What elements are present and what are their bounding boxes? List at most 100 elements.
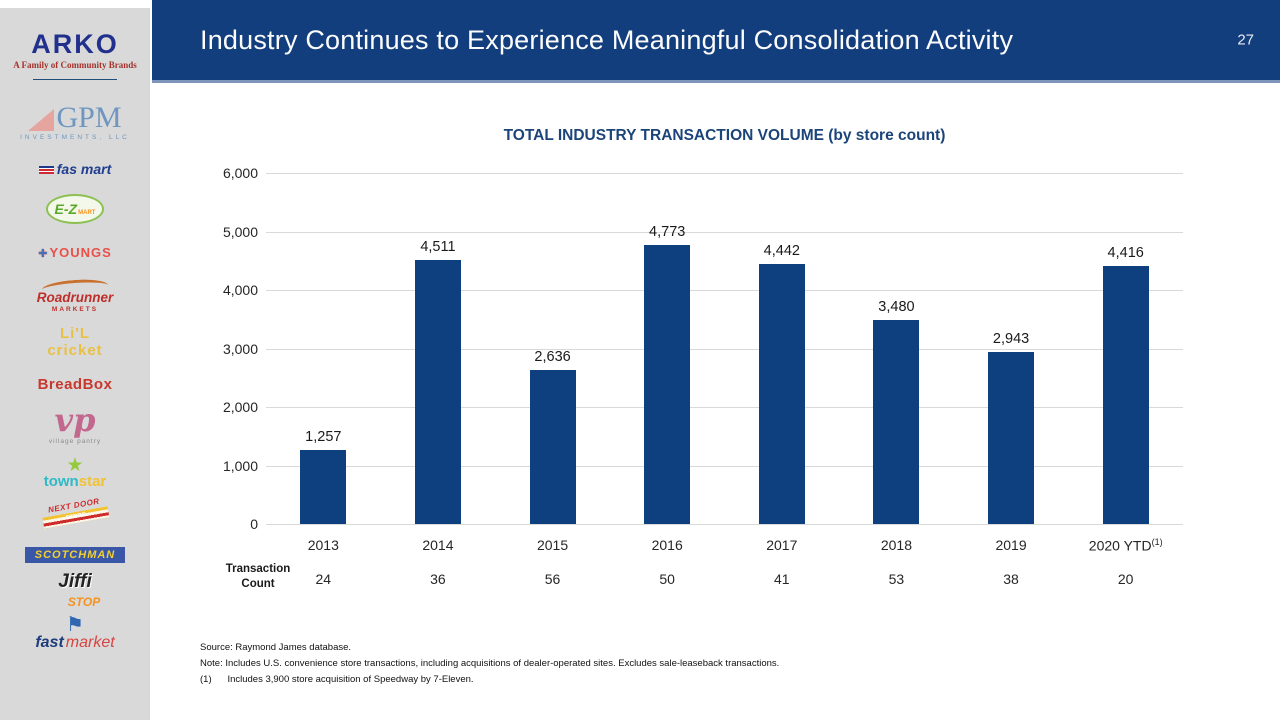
y-axis-tick-label: 1,000 <box>222 457 258 474</box>
gridline <box>266 231 1183 233</box>
x-axis-label-2020 YTD: 2020 YTD(1) <box>1088 537 1163 554</box>
slide-title: Industry Continues to Experience Meaning… <box>200 24 1014 55</box>
logo-scotchman: SCOTCHMAN <box>0 545 150 564</box>
bar-slot-2015: 2,636 <box>495 173 610 524</box>
x-axis-label-2018: 2018 <box>880 537 913 553</box>
bar-value-label: 4,442 <box>763 243 800 260</box>
transaction-count-row-label: Transaction Count <box>225 563 291 590</box>
logo-arko: ARKO A Family of Community Brands <box>0 29 150 80</box>
transaction-count-2018: 53 <box>888 571 905 587</box>
gridline <box>266 290 1183 291</box>
fas-mart-stripes-icon <box>38 166 54 174</box>
fast-market-wordmark: fast market <box>0 634 150 652</box>
bar-value-label: 4,416 <box>1107 244 1144 261</box>
village-pantry-subtext: village pantry <box>48 437 102 445</box>
arko-wordmark: ARKO <box>31 29 119 59</box>
gpm-wordmark: GPM <box>56 101 122 134</box>
bar-slot-2018: 3,480 <box>839 173 954 524</box>
bar-slot-2019: 2,943 <box>954 173 1069 524</box>
fast-market-fast-text: fast <box>35 634 64 651</box>
ez-mart-subtext: MART <box>78 210 96 216</box>
ez-mart-oval-icon: E-ZMART <box>46 194 104 224</box>
bar-2015 <box>529 369 576 524</box>
townstar-town-text: town <box>43 473 79 491</box>
logo-next-door-store: NEXT DOOR STORE <box>0 497 150 529</box>
gridline <box>266 348 1183 350</box>
y-axis-tick-label: 2,000 <box>222 399 258 415</box>
fas-mart-wordmark: fas mart <box>56 161 112 177</box>
bar-2018 <box>873 320 920 524</box>
gridline <box>266 524 1183 525</box>
logo-roadrunner-markets: Roadrunner MARKETS <box>0 277 150 313</box>
logo-fas-mart: fas mart <box>0 161 150 179</box>
next-door-store-flag-icon: NEXT DOOR STORE <box>41 496 110 529</box>
townstar-star-icon: ★ <box>66 455 84 476</box>
x-axis-label-2019: 2019 <box>995 537 1027 553</box>
bar-2013 <box>300 450 347 524</box>
logo-breadbox: BreadBox <box>0 376 150 394</box>
bar-2016 <box>644 244 691 524</box>
bars-container: 1,257 4,511 2,636 4,773 4,442 3,480 2,943 4,416 <box>266 173 1183 524</box>
bar-value-label: 2,636 <box>534 348 571 365</box>
scotchman-wordmark: SCOTCHMAN <box>24 547 126 564</box>
logo-lil-cricket: Li'L cricket <box>0 325 150 359</box>
gpm-subtext: INVESTMENTS, LLC <box>20 134 130 141</box>
y-axis-tick-label: 0 <box>250 516 258 532</box>
chart-title: TOTAL INDUSTRY TRANSACTION VOLUME (by st… <box>503 127 946 144</box>
logo-jiffi-stop: Jiffi STOP <box>0 571 150 610</box>
ez-mart-wordmark: E-Z <box>54 201 78 217</box>
footnote-source: Source: Raymond James database. <box>200 642 352 653</box>
bar-chart-plot-area: 1,257 4,511 2,636 4,773 4,442 3,480 2,943 4,416 <box>266 173 1183 525</box>
transaction-count-2015: 56 <box>544 571 561 587</box>
y-axis-tick-label: 4,000 <box>222 282 258 298</box>
logo-ez-mart: E-ZMART <box>0 194 150 224</box>
logo-townstar: ★ townstar <box>0 455 150 491</box>
bar-value-label: 4,511 <box>420 239 456 256</box>
footnote-1: (1) Includes 3,900 store acquisition of … <box>200 674 474 686</box>
gpm-row: GPM <box>0 101 150 134</box>
y-axis-tick-label: 5,000 <box>222 223 258 240</box>
bar-slot-2017: 4,442 <box>725 173 840 524</box>
transaction-count-2017: 41 <box>774 571 790 587</box>
bar-slot-2020 YTD: 4,416 <box>1068 173 1183 524</box>
page-number: 27 <box>1237 31 1254 49</box>
jiffi-stop-subtext: STOP <box>67 594 101 609</box>
logo-village-pantry: vp village pantry <box>0 401 150 445</box>
x-axis-label-2016: 2016 <box>651 537 683 553</box>
x-axis-label-2014: 2014 <box>422 537 454 553</box>
gridline <box>266 465 1183 467</box>
village-pantry-monogram: vp <box>54 401 96 439</box>
bar-slot-2014: 4,511 <box>381 173 496 524</box>
transaction-count-2013: 24 <box>315 571 332 587</box>
logo-youngs: ✚ YOUNGS <box>0 244 150 262</box>
bar-value-label: 1,257 <box>305 429 342 446</box>
y-axis: 6,000 5,000 4,000 3,000 2,000 1,000 0 <box>170 165 258 532</box>
transaction-count-2014: 36 <box>430 571 446 587</box>
slide-header: Industry Continues to Experience Meaning… <box>152 0 1280 83</box>
bar-value-label: 4,773 <box>649 223 686 240</box>
lil-cricket-wordmark-line2: cricket <box>47 341 103 359</box>
fast-market-flag-icon: ⚑ <box>66 614 84 636</box>
townstar-star-text: star <box>78 473 107 491</box>
x-axis-label-2017: 2017 <box>766 537 798 553</box>
y-axis-tick-label: 6,000 <box>222 165 258 181</box>
x-axis-category-labels: 2013 2014 2015 2016 2017 2018 2019 2020 YTD(1) <box>266 537 1183 554</box>
logo-gpm-investments: GPM INVESTMENTS, LLC <box>0 101 150 142</box>
logo-fast-market: ⚑ fast market <box>0 614 150 652</box>
bar-slot-2013: 1,257 <box>266 173 381 524</box>
bar-2017 <box>758 264 805 524</box>
gridline <box>266 407 1183 408</box>
bar-2019 <box>988 351 1035 524</box>
fast-market-market-text: market <box>65 634 115 651</box>
y-axis-tick-label: 3,000 <box>222 340 258 357</box>
brand-sidebar: ARKO A Family of Community Brands GPM IN… <box>0 8 150 720</box>
roadrunner-subtext: MARKETS <box>51 305 99 313</box>
transaction-count-2020 YTD: 20 <box>1117 571 1134 587</box>
x-axis-label-2013: 2013 <box>307 537 339 553</box>
jiffi-wordmark: Jiffi <box>58 571 92 592</box>
x-axis-label-2015: 2015 <box>536 537 569 553</box>
roadrunner-wordmark: Roadrunner <box>36 290 114 305</box>
townstar-wordmark: townstar <box>0 473 150 491</box>
bar-slot-2016: 4,773 <box>610 173 725 524</box>
